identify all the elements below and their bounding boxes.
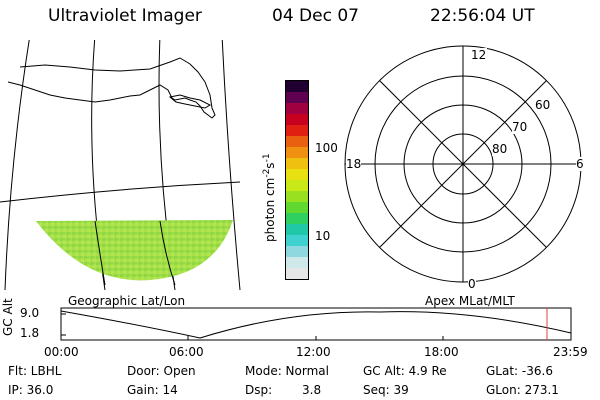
timeline-ylabel: GC Alt — [1, 298, 15, 336]
timeline-xtick-0000: 00:00 — [44, 345, 79, 359]
info-door: Door: Open — [127, 364, 196, 378]
colorbar-segment — [286, 169, 308, 180]
info-gc-alt: GC Alt: 4.9 Re — [363, 364, 447, 378]
colorbar-segment — [286, 246, 308, 257]
info-glat: GLat: -36.6 — [486, 364, 553, 378]
colorbar-label: photon cm-2s-1 — [262, 153, 277, 242]
colorbar — [285, 80, 309, 280]
colorbar-segment — [286, 125, 308, 136]
mlt-label-18: 18 — [346, 157, 362, 171]
lat-label-80: 80 — [492, 142, 508, 156]
date-label: 04 Dec 07 — [272, 6, 359, 26]
colorbar-segment — [286, 235, 308, 246]
colorbar-segment — [286, 257, 308, 268]
coastline — [7, 57, 216, 119]
geographic-map — [0, 40, 241, 291]
lat-label-60: 60 — [535, 98, 551, 112]
colorbar-segment — [286, 136, 308, 147]
instrument-title: Ultraviolet Imager — [48, 6, 202, 26]
colorbar-tick-100: 100 — [315, 141, 338, 155]
lat-label-70: 70 — [512, 120, 528, 134]
info-glon: GLon: 273.1 — [486, 383, 559, 397]
colorbar-segment — [286, 147, 308, 158]
colorbar-segment — [286, 191, 308, 202]
polar-caption: Apex MLat/MLT — [425, 294, 515, 308]
colorbar-segment — [286, 202, 308, 213]
mlt-label-6: 6 — [576, 157, 584, 171]
timeline-ytick-high: 9.0 — [20, 306, 40, 320]
mlt-label-0: 0 — [468, 277, 476, 291]
gc-alt-timeline — [60, 307, 572, 341]
uv-image-swath — [36, 220, 233, 281]
timeline-xtick-0600: 06:00 — [169, 345, 204, 359]
mlt-label-12: 12 — [470, 48, 488, 62]
info-dsp: Dsp: — [245, 383, 273, 397]
info-gain: Gain: 14 — [127, 383, 178, 397]
timeline-xtick-1200: 12:00 — [296, 345, 331, 359]
colorbar-segment — [286, 81, 308, 92]
geographic-caption: Geographic Lat/Lon — [68, 294, 186, 308]
info-filter: Flt: LBHL — [8, 364, 62, 378]
info-dsp-value: 3.8 — [302, 383, 322, 397]
colorbar-segment — [286, 268, 308, 279]
gc-alt-curve — [60, 310, 572, 339]
colorbar-segment — [286, 92, 308, 103]
info-ip: IP: 36.0 — [8, 383, 54, 397]
info-seq: Seq: 39 — [363, 383, 409, 397]
info-mode: Mode: Normal — [245, 364, 329, 378]
colorbar-segment — [286, 180, 308, 191]
colorbar-segment — [286, 213, 308, 224]
colorbar-segment — [286, 158, 308, 169]
timeline-ytick-low: 1.8 — [20, 326, 40, 340]
island — [168, 94, 212, 109]
polar-plot — [344, 45, 582, 283]
colorbar-segment — [286, 103, 308, 114]
colorbar-tick-10: 10 — [315, 229, 331, 243]
time-label: 22:56:04 UT — [430, 6, 535, 26]
timeline-xtick-1800: 18:00 — [424, 345, 459, 359]
timeline-xtick-2359: 23:59 — [553, 345, 588, 359]
colorbar-segment — [286, 224, 308, 235]
colorbar-segment — [286, 114, 308, 125]
